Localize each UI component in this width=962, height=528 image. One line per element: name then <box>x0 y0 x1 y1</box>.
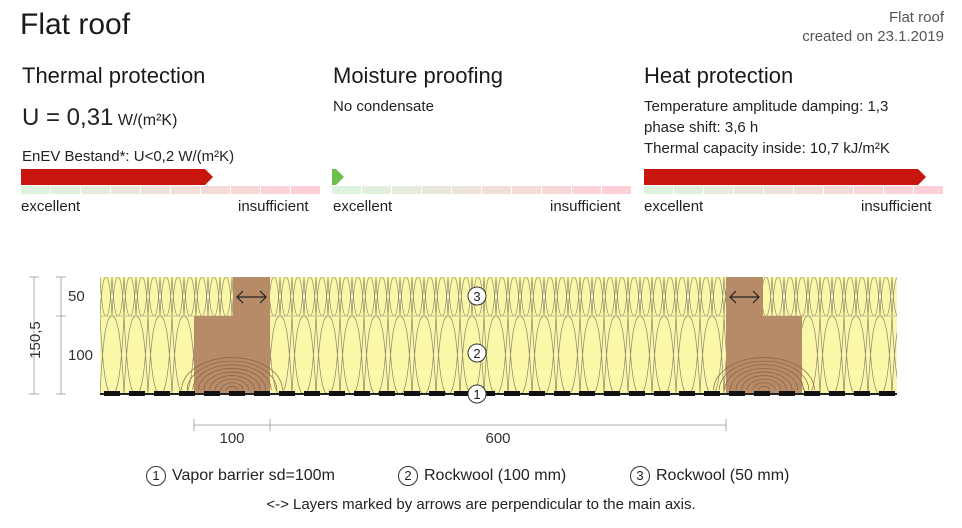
timber-beam-2 <box>713 277 815 394</box>
legend-label: Rockwool (50 mm) <box>656 467 790 485</box>
dim-total-thickness: 150,5 <box>27 321 44 359</box>
u-value-line: U = 0,31 W/(m²K) <box>22 104 177 132</box>
u-unit: W/(m²K) <box>117 112 178 129</box>
thermal-heading: Thermal protection <box>22 63 206 88</box>
legend-item-rockwool-100: 2 Rockwool (100 mm) <box>398 466 566 486</box>
legend-number: 1 <box>146 466 166 486</box>
document-meta: Flat roof created on 23.1.2019 <box>802 8 944 46</box>
legend-number: 3 <box>630 466 650 486</box>
arrow-note: <-> Layers marked by arrows are perpendi… <box>266 496 696 513</box>
u-value: U = 0,31 <box>22 104 114 131</box>
rating-bars <box>21 169 943 194</box>
heat-phase-shift: phase shift: 3,6 h <box>644 119 759 136</box>
dim-layer-bottom: 100 <box>68 347 93 364</box>
layer-marker-1: 1 <box>467 384 487 404</box>
roof-cross-section: 150,5 50 100 100 600 3 2 1 <box>27 276 897 447</box>
layer-marker-3: 3 <box>467 286 487 306</box>
heat-scale-insufficient: insufficient <box>861 198 932 215</box>
dim-layer-top: 50 <box>68 288 85 305</box>
thermal-rating-bar <box>21 169 213 185</box>
legend-label: Vapor barrier sd=100m <box>172 467 335 485</box>
moisture-rating-bar <box>332 169 344 185</box>
legend-number: 2 <box>398 466 418 486</box>
thermal-requirement: EnEV Bestand*: U<0,2 W/(m²K) <box>22 148 235 165</box>
heat-details: Temperature amplitude damping: 1,3 phase… <box>644 96 890 159</box>
legend-label: Rockwool (100 mm) <box>424 467 567 485</box>
perpendicular-arrow-icon <box>236 290 267 304</box>
perpendicular-arrow-icon <box>729 290 760 304</box>
heat-rating-bar <box>644 169 926 185</box>
heat-capacity: Thermal capacity inside: 10,7 kJ/m²K <box>644 140 890 157</box>
thermal-scale-excellent: excellent <box>21 198 81 215</box>
svg-text:3: 3 <box>473 289 480 304</box>
layer-marker-2: 2 <box>467 343 487 363</box>
heat-scale-excellent: excellent <box>644 198 704 215</box>
heat-amplitude: Temperature amplitude damping: 1,3 <box>644 98 889 115</box>
moisture-heading: Moisture proofing <box>333 63 503 88</box>
moisture-scale-insufficient: insufficient <box>550 198 621 215</box>
svg-text:2: 2 <box>473 346 480 361</box>
moisture-status: No condensate <box>333 98 434 115</box>
svg-text:1: 1 <box>473 387 480 402</box>
dim-spacing: 600 <box>485 430 510 447</box>
page-title: Flat roof <box>20 8 131 41</box>
meta-created: created on 23.1.2019 <box>802 28 944 45</box>
meta-type: Flat roof <box>888 9 944 26</box>
moisture-scale-excellent: excellent <box>333 198 393 215</box>
heat-heading: Heat protection <box>644 63 794 88</box>
legend-item-rockwool-50: 3 Rockwool (50 mm) <box>630 466 789 486</box>
legend-item-vapor-barrier: 1 Vapor barrier sd=100m <box>146 466 335 486</box>
dim-timber-width: 100 <box>219 430 244 447</box>
thermal-scale-insufficient: insufficient <box>238 198 309 215</box>
timber-beam-1 <box>181 277 283 394</box>
